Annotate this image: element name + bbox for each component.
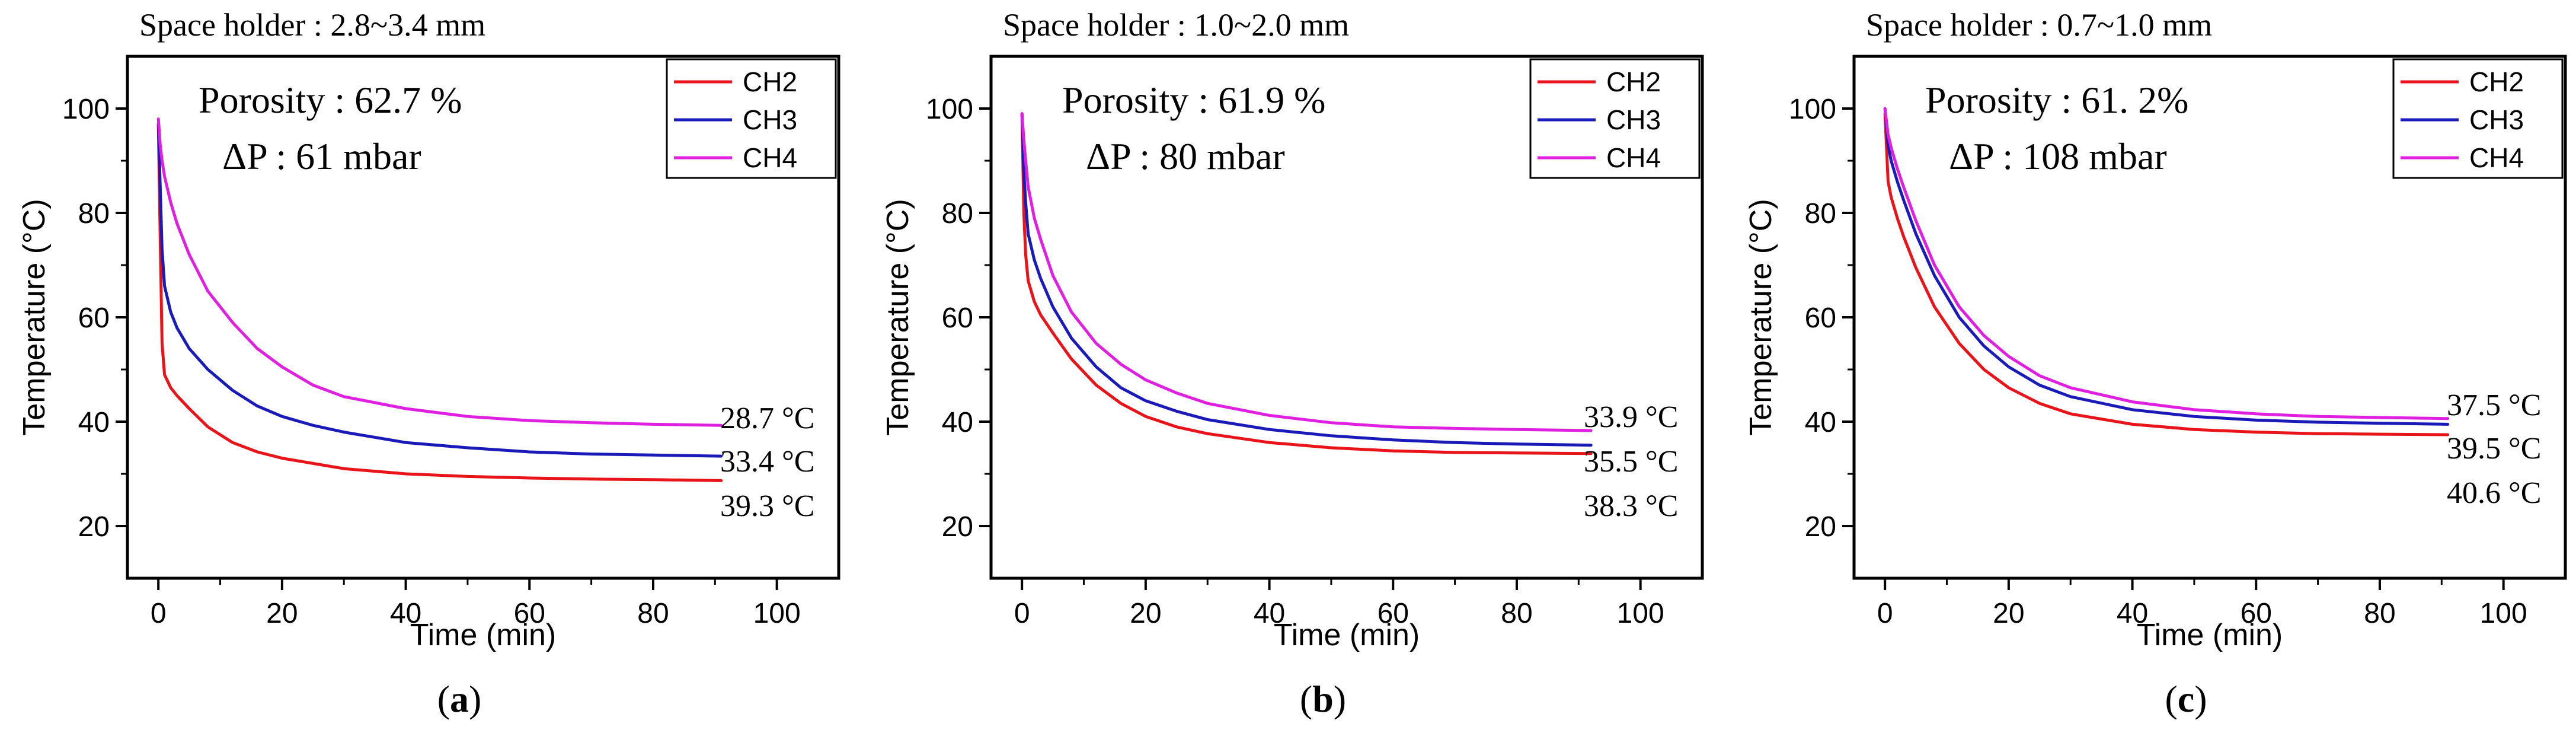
annotation-pressure-drop: ΔP : 61 mbar [222,135,421,177]
chart-panel-b: Space holder : 1.0~2.0 mm 0 20 40 60 80 100 20 4… [881,7,1704,720]
chart-title: Space holder : 1.0~2.0 mm [1003,7,1349,43]
x-tick-label: 60 [2241,598,2272,629]
x-axis-label: Time (min) [1274,618,1420,652]
series-line-ch2 [156,122,723,482]
annotation-porosity: Porosity : 62.7 % [199,79,462,121]
x-tick-label: 80 [1501,598,1532,629]
end-value-label: 33.9 °C [1584,400,1678,434]
end-value-label: 38.3 °C [1584,489,1678,523]
x-tick-label: 0 [1877,598,1893,629]
end-value-label: 35.5 °C [1584,445,1678,479]
legend-label-ch2: CH2 [2469,66,2524,97]
series-line-ch2 [1883,112,2450,436]
x-axis-label: Time (min) [410,618,557,652]
series-line-ch4 [156,117,723,427]
y-tick-label: 100 [926,94,973,125]
panel-label: (a) [437,678,482,720]
y-tick-label: 100 [62,94,110,125]
x-tick-label: 40 [1254,598,1285,629]
y-tick-label: 60 [942,302,973,334]
series-group [156,117,723,482]
y-axis-label: Temperature (°C) [1744,199,1778,435]
x-tick-label: 100 [753,598,801,629]
x-tick-label: 40 [390,598,421,629]
x-tick-label: 20 [1130,598,1161,629]
chart-title: Space holder : 0.7~1.0 mm [1866,7,2212,43]
x-tick-label: 20 [266,598,298,629]
series-group [1883,107,2450,436]
annotation-pressure-drop: ΔP : 80 mbar [1086,135,1285,177]
y-tick-label: 40 [942,407,973,438]
end-value-label: 33.4 °C [720,445,814,479]
end-value-label: 40.6 °C [2447,476,2541,510]
x-tick-label: 60 [1378,598,1409,629]
series-line-ch4 [1020,112,1593,432]
y-tick-label: 60 [78,302,110,334]
series-line-ch3 [1883,107,2450,426]
x-tick-label: 60 [514,598,545,629]
chart-panel-a: Space holder : 2.8~3.4 mm 0 20 40 60 80 100 20 4… [17,7,840,720]
annotation-pressure-drop: ΔP : 108 mbar [1949,135,2167,177]
chart-title: Space holder : 2.8~3.4 mm [139,7,485,43]
legend-label-ch3: CH3 [1606,104,1661,135]
annotation-porosity: Porosity : 61.9 % [1062,79,1325,121]
legend: CH2 CH3 CH4 [1529,58,1701,179]
end-value-label: 39.3 °C [720,489,814,523]
legend-label-ch3: CH3 [743,104,797,135]
y-tick-label: 80 [942,198,973,230]
legend-label-ch4: CH4 [1606,142,1661,173]
y-axis-label: Temperature (°C) [17,199,52,435]
y-tick-label: 80 [1805,198,1836,230]
legend-label-ch2: CH2 [743,66,797,97]
x-tick-label: 100 [2480,598,2527,629]
series-line-ch4 [1883,107,2450,420]
x-tick-label: 40 [2117,598,2148,629]
series-line-ch3 [156,122,723,458]
end-value-label: 28.7 °C [720,402,814,435]
end-value-label: 39.5 °C [2447,432,2541,466]
x-tick-label: 20 [1993,598,2024,629]
legend: CH2 CH3 CH4 [666,58,837,179]
legend-label-ch3: CH3 [2469,104,2524,135]
x-tick-label: 0 [1014,598,1030,629]
y-tick-label: 40 [1805,407,1836,438]
legend-label-ch4: CH4 [2469,142,2524,173]
y-tick-label: 40 [78,407,110,438]
y-tick-label: 80 [78,198,110,230]
x-tick-label: 100 [1617,598,1664,629]
series-line-ch3 [1020,112,1593,447]
series-line-ch2 [1020,112,1593,455]
y-tick-label: 20 [1805,511,1836,543]
panel-label: (b) [1300,678,1346,720]
series-group [1020,112,1593,455]
x-tick-label: 0 [151,598,167,629]
x-axis-label: Time (min) [2137,618,2283,652]
y-tick-label: 60 [1805,302,1836,334]
y-axis-label: Temperature (°C) [881,199,915,435]
legend-label-ch4: CH4 [743,142,797,173]
y-tick-label: 20 [942,511,973,543]
legend: CH2 CH3 CH4 [2392,58,2564,179]
end-value-label: 37.5 °C [2447,388,2541,422]
legend-label-ch2: CH2 [1606,66,1661,97]
panel-label: (c) [2165,678,2207,720]
y-tick-label: 100 [1789,94,1836,125]
x-tick-label: 80 [2364,598,2395,629]
chart-panel-c: Space holder : 0.7~1.0 mm 0 20 40 60 80 100 20 4… [1744,7,2567,720]
y-tick-label: 20 [78,511,110,543]
annotation-porosity: Porosity : 61. 2% [1925,79,2188,121]
x-tick-label: 80 [637,598,669,629]
